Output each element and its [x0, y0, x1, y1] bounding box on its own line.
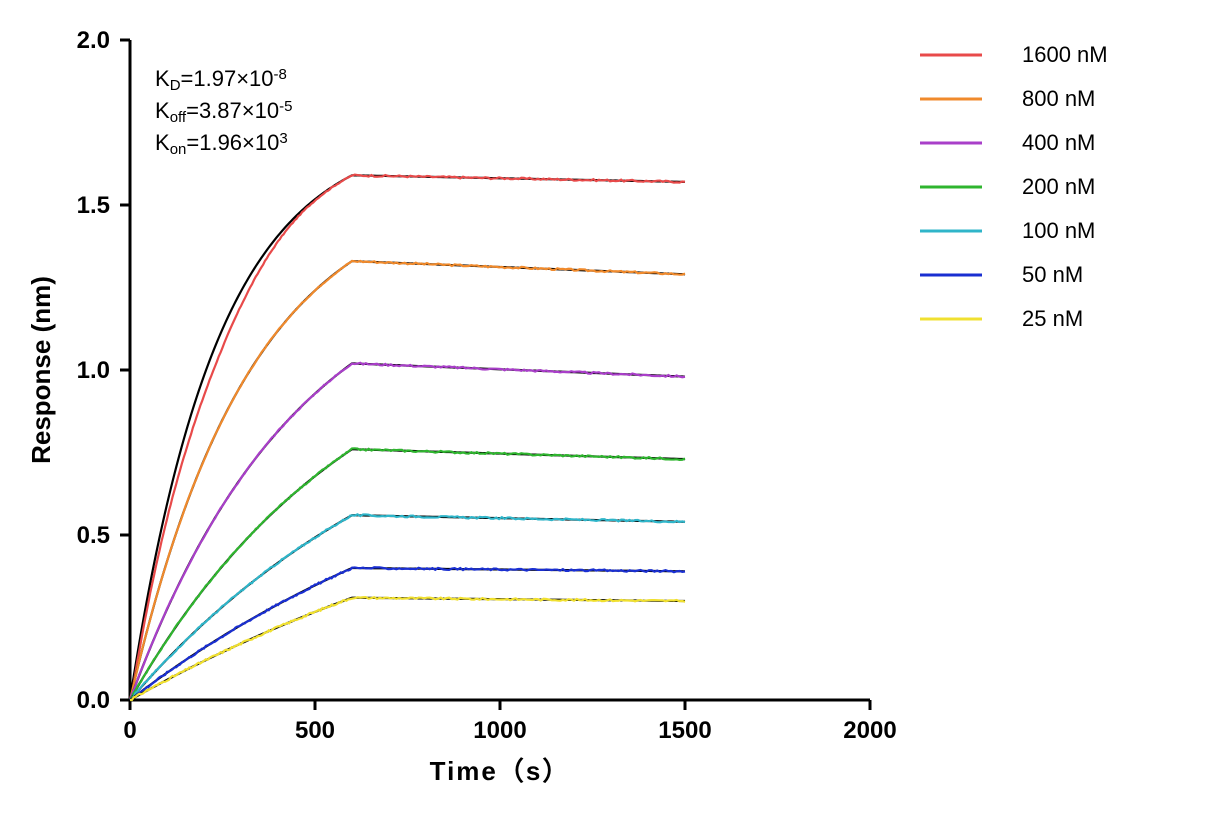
chart-svg: 0 500 1000 1500 2000 Time（s） 0.0 0.5 1.0 1.5 2.0 Re… [0, 0, 1226, 825]
x-tick-label: 1000 [473, 717, 526, 744]
y-tick-label: 1.0 [77, 357, 110, 384]
legend-label: 50 nM [1022, 262, 1083, 287]
legend-label: 400 nM [1022, 130, 1095, 155]
y-tick-label: 0.5 [77, 522, 110, 549]
x-tick-label: 0 [123, 717, 136, 744]
legend-label: 800 nM [1022, 86, 1095, 111]
legend-label: 200 nM [1022, 174, 1095, 199]
y-tick-label: 0.0 [77, 687, 110, 714]
x-tick-label: 1500 [658, 717, 711, 744]
legend-label: 1600 nM [1022, 42, 1108, 67]
y-axis-label: Response (nm) [26, 276, 56, 464]
x-tick-label: 2000 [843, 717, 896, 744]
x-tick-label: 500 [295, 717, 335, 744]
x-axis-label: Time（s） [430, 756, 571, 786]
legend-label: 100 nM [1022, 218, 1095, 243]
y-tick-label: 2.0 [77, 27, 110, 54]
binding-kinetics-chart: 0 500 1000 1500 2000 Time（s） 0.0 0.5 1.0 1.5 2.0 Re… [0, 0, 1226, 825]
y-tick-label: 1.5 [77, 192, 110, 219]
legend-label: 25 nM [1022, 306, 1083, 331]
